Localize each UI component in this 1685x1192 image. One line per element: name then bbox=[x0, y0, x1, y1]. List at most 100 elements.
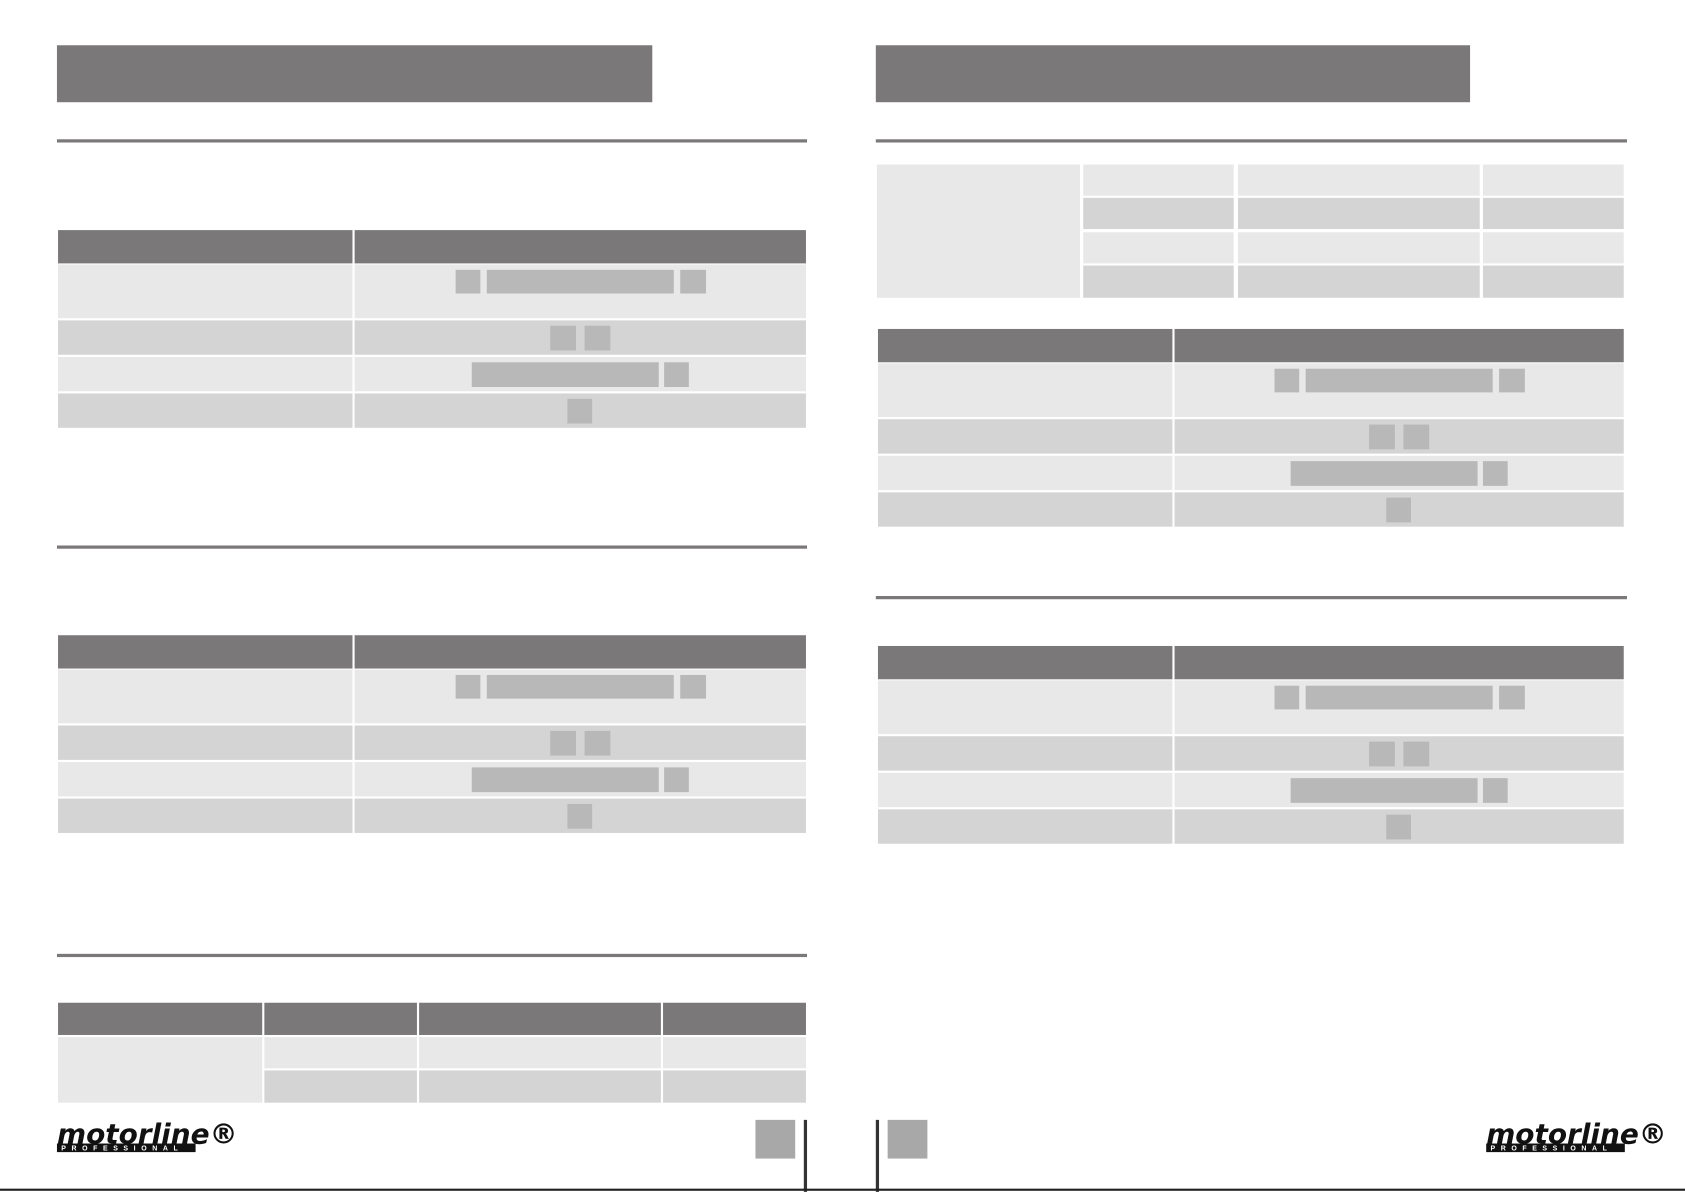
table-cell bbox=[1237, 265, 1480, 298]
table-cell bbox=[264, 1070, 417, 1103]
tagline-bar bbox=[56, 1143, 196, 1153]
table-cell bbox=[663, 1070, 806, 1103]
table-cell bbox=[58, 798, 353, 833]
table-cell bbox=[58, 393, 353, 428]
table-cell bbox=[877, 492, 1173, 527]
key-placeholder bbox=[664, 362, 689, 387]
gutter-line bbox=[875, 1119, 880, 1192]
table-cell bbox=[1237, 197, 1480, 230]
rule bbox=[56, 545, 808, 549]
table-header bbox=[354, 635, 806, 669]
table-cell bbox=[58, 669, 353, 724]
table-cell bbox=[1237, 164, 1480, 196]
key-placeholder bbox=[1403, 424, 1430, 450]
table-cell bbox=[419, 1037, 661, 1069]
page-number-box bbox=[887, 1119, 928, 1159]
table-header bbox=[58, 230, 353, 264]
rule bbox=[56, 139, 808, 143]
key-placeholder bbox=[550, 325, 576, 351]
key-placeholder bbox=[1499, 685, 1525, 710]
table-cell bbox=[58, 356, 353, 392]
key-placeholder bbox=[567, 803, 593, 829]
table-header bbox=[354, 230, 806, 264]
key-placeholder bbox=[1386, 814, 1411, 840]
table-cell bbox=[877, 363, 1173, 418]
layout bbox=[0, 45, 1685, 1192]
key-placeholder bbox=[1305, 368, 1493, 393]
key-placeholder bbox=[1403, 741, 1430, 767]
table-cell bbox=[354, 320, 806, 355]
table-cell bbox=[58, 762, 353, 797]
key-placeholder bbox=[550, 730, 576, 756]
table-cell bbox=[877, 809, 1173, 844]
tagline-bar bbox=[1486, 1143, 1625, 1153]
table-cell bbox=[876, 164, 1080, 298]
table-cell bbox=[1174, 419, 1624, 454]
tagline: PROFESSIONAL bbox=[61, 1146, 183, 1153]
key-placeholder bbox=[680, 269, 707, 294]
key-placeholder bbox=[1290, 778, 1478, 803]
table-header bbox=[58, 635, 353, 669]
table-cell bbox=[877, 455, 1173, 491]
table-cell bbox=[1482, 265, 1624, 298]
table-header bbox=[264, 1002, 417, 1035]
table-cell bbox=[1083, 232, 1234, 264]
table-cell bbox=[1482, 197, 1624, 230]
table-cell bbox=[1083, 265, 1234, 298]
key-placeholder bbox=[455, 269, 481, 294]
table-header bbox=[877, 645, 1173, 680]
table-header bbox=[877, 328, 1173, 363]
table-header bbox=[1174, 328, 1624, 363]
key-placeholder bbox=[1290, 461, 1478, 486]
key-placeholder bbox=[584, 325, 611, 351]
section-header bbox=[875, 45, 1471, 103]
key-placeholder bbox=[1369, 424, 1395, 450]
key-placeholder bbox=[1274, 685, 1300, 710]
table-cell bbox=[264, 1037, 417, 1069]
key-placeholder bbox=[584, 730, 611, 756]
table-header bbox=[58, 1002, 263, 1035]
table-cell bbox=[58, 1037, 263, 1103]
key-placeholder bbox=[1274, 368, 1300, 393]
table-cell bbox=[1482, 232, 1624, 264]
bottom-edge bbox=[0, 1188, 1685, 1191]
table-cell bbox=[1237, 232, 1480, 264]
table-cell bbox=[58, 264, 353, 319]
key-placeholder bbox=[1499, 368, 1525, 393]
table-cell bbox=[354, 725, 806, 760]
rule bbox=[875, 139, 1627, 143]
key-placeholder bbox=[1482, 461, 1508, 486]
table-cell bbox=[1482, 164, 1624, 196]
key-placeholder bbox=[471, 767, 659, 793]
table-cell bbox=[877, 680, 1173, 735]
table-cell bbox=[877, 419, 1173, 454]
key-placeholder bbox=[486, 269, 674, 294]
table-cell bbox=[877, 772, 1173, 808]
table-cell bbox=[1083, 164, 1234, 196]
table-header bbox=[419, 1002, 661, 1035]
rule bbox=[875, 596, 1627, 600]
table-cell bbox=[1083, 197, 1234, 230]
table-cell bbox=[419, 1070, 661, 1103]
key-placeholder bbox=[471, 362, 659, 387]
key-placeholder bbox=[664, 767, 689, 793]
key-placeholder bbox=[1482, 778, 1508, 803]
key-placeholder bbox=[1386, 497, 1411, 523]
key-placeholder bbox=[1305, 685, 1493, 710]
rule bbox=[56, 953, 808, 958]
key-placeholder bbox=[455, 674, 481, 699]
page-number-box bbox=[755, 1119, 796, 1159]
table-cell bbox=[663, 1037, 806, 1069]
table-cell bbox=[58, 725, 353, 760]
table-cell bbox=[877, 736, 1173, 771]
table-cell bbox=[1174, 736, 1624, 771]
table-header bbox=[663, 1002, 806, 1035]
section-header bbox=[56, 45, 653, 103]
gutter-line bbox=[803, 1119, 808, 1192]
key-placeholder bbox=[680, 674, 707, 699]
table-header bbox=[1174, 645, 1624, 680]
table-cell bbox=[58, 320, 353, 355]
key-placeholder bbox=[1369, 741, 1395, 767]
